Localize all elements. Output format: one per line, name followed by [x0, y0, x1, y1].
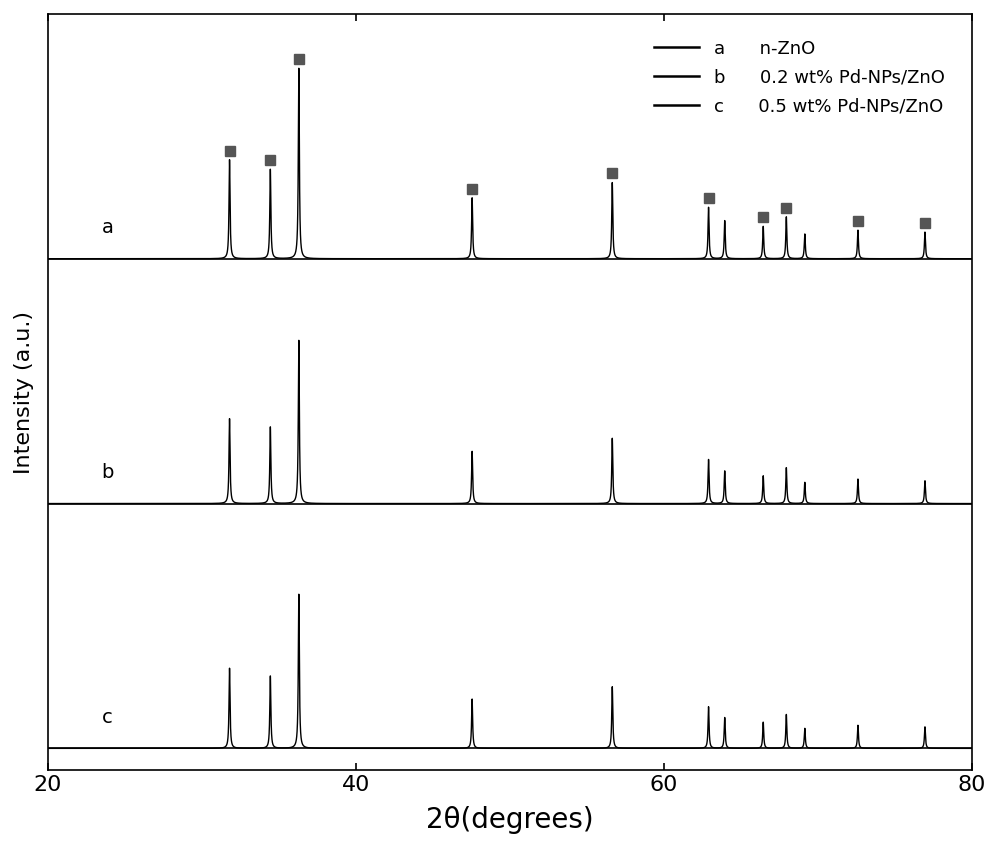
Text: b: b: [102, 463, 114, 482]
Y-axis label: Intensity (a.u.): Intensity (a.u.): [14, 310, 34, 473]
X-axis label: 2θ(degrees): 2θ(degrees): [426, 806, 594, 834]
Legend: a      n-ZnO, b      0.2 wt% Pd-NPs/ZnO, c      0.5 wt% Pd-NPs/ZnO: a n-ZnO, b 0.2 wt% Pd-NPs/ZnO, c 0.5 wt%…: [645, 31, 954, 124]
Text: c: c: [102, 707, 112, 727]
Text: a: a: [102, 218, 114, 237]
